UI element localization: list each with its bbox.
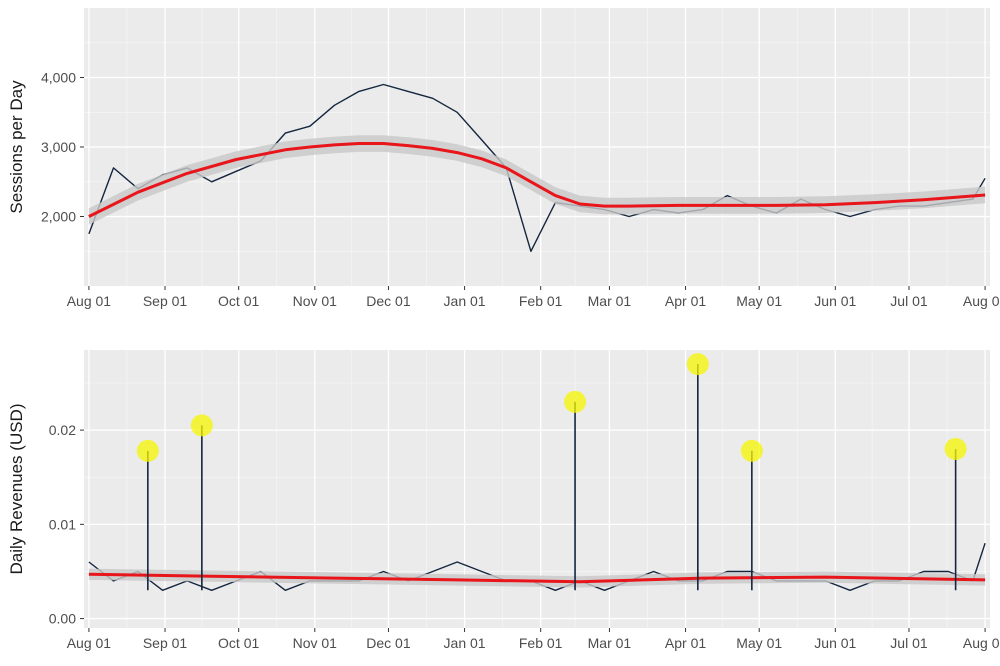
highlight-point <box>686 353 709 376</box>
highlight-point <box>564 390 587 413</box>
x-tick-label: Jul 01 <box>890 293 928 309</box>
chart-panel-1: Aug 01 Sep 01 Oct 01 Nov 01 Dec 01 Jan 01 Feb … <box>7 8 1000 309</box>
x-tick-label: Oct 01 <box>218 635 259 651</box>
x-tick-label: Jan 01 <box>444 635 486 651</box>
x-tick-label: Feb 01 <box>519 635 563 651</box>
x-tick-label: Feb 01 <box>519 293 563 309</box>
x-tick-label: Dec 01 <box>366 293 411 309</box>
daily-series-line <box>88 83 986 253</box>
x-tick-label: Sep 01 <box>143 635 188 651</box>
x-tick-label: Apr 01 <box>665 293 706 309</box>
y-tick-label: 2,000 <box>41 209 76 225</box>
x-tick-label: Nov 01 <box>293 635 338 651</box>
y-axis-title: Daily Revenues (USD) <box>7 404 26 575</box>
x-tick-label: Mar 01 <box>588 293 632 309</box>
x-tick-label: Jan 01 <box>444 293 486 309</box>
x-tick-label: Aug 01 <box>67 635 112 651</box>
x-tick-label: Jun 01 <box>814 293 856 309</box>
y-axis-title: Sessions per Day <box>7 80 26 214</box>
x-tick-label: Mar 01 <box>588 635 632 651</box>
x-tick-label: Dec 01 <box>366 635 411 651</box>
smooth-confidence-band <box>88 135 986 225</box>
smooth-trend-line <box>88 572 986 584</box>
y-tick-label: 0.02 <box>49 422 76 438</box>
y-tick-label: 0.01 <box>49 516 76 532</box>
x-tick-label: Apr 01 <box>665 635 706 651</box>
highlight-point <box>190 414 213 437</box>
highlight-point <box>136 439 159 462</box>
x-tick-label: Jul 01 <box>890 635 928 651</box>
y-tick-label: 4,000 <box>41 70 76 86</box>
x-tick-label: Jun 01 <box>814 635 856 651</box>
y-tick-label: 0.00 <box>49 611 76 627</box>
x-tick-label: May 01 <box>736 293 782 309</box>
x-tick-label: Aug 01 <box>963 293 1000 309</box>
highlight-point <box>944 437 967 460</box>
x-tick-label: Nov 01 <box>293 293 338 309</box>
x-tick-label: Aug 01 <box>67 293 112 309</box>
x-tick-label: May 01 <box>736 635 782 651</box>
y-tick-label: 3,000 <box>41 139 76 155</box>
smooth-trend-line <box>88 142 986 218</box>
x-tick-label: Sep 01 <box>143 293 188 309</box>
x-tick-label: Aug 01 <box>963 635 1000 651</box>
smooth-confidence-band <box>88 568 986 588</box>
x-tick-label: Oct 01 <box>218 293 259 309</box>
chart-panel-2: Aug 01 Sep 01 Oct 01 Nov 01 Dec 01 Jan 01 Feb … <box>7 350 1000 651</box>
highlight-point <box>740 439 763 462</box>
